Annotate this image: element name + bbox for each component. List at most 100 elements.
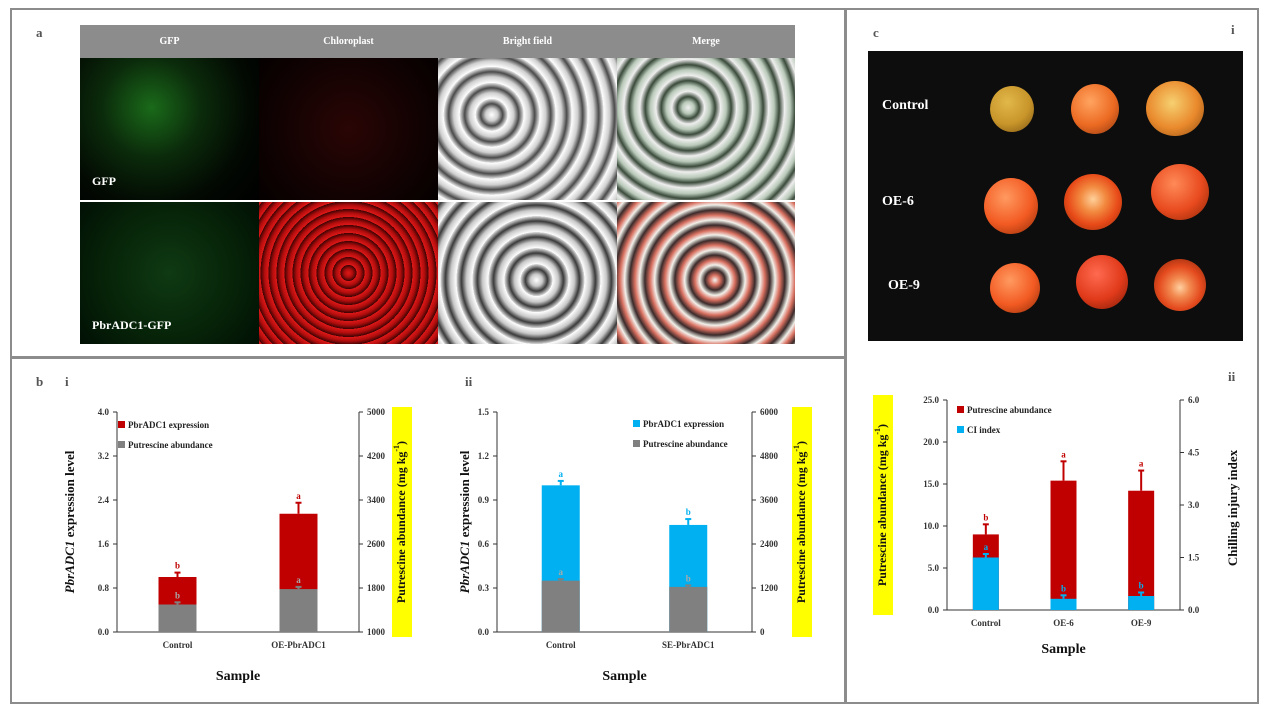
y-tick-label: 0.0 <box>478 627 490 637</box>
y2-tick-label: 1800 <box>367 583 386 593</box>
y2-tick-label: 4.5 <box>1188 448 1200 458</box>
x-tick-label: OE-PbrADC1 <box>271 640 326 650</box>
y2-tick-label: 1200 <box>760 583 779 593</box>
photo-label-oe9: OE-9 <box>888 278 920 293</box>
tomato-oe6-1 <box>984 178 1038 234</box>
y-tick-label: 5.0 <box>928 563 940 573</box>
significance-letter: b <box>1061 583 1066 593</box>
x-axis-title: Sample <box>602 669 646 684</box>
image-chloroplast-pbradc1 <box>259 202 438 344</box>
header-gfp: GFP <box>80 25 259 58</box>
tomato-control-3 <box>1146 81 1204 136</box>
y2-axis-title: Putrescine abundance (mg kg-1) <box>792 441 807 603</box>
bar-putrescine-abundance <box>279 589 318 632</box>
y2-axis-title: Putrescine abundance (mg kg-1) <box>392 441 407 603</box>
chart-sublabel: i <box>65 374 69 389</box>
y-axis-title-highlight <box>873 395 893 615</box>
y2-tick-label: 3600 <box>760 495 779 505</box>
y-tick-label: 0.9 <box>478 495 490 505</box>
x-tick-label: SE-PbrADC1 <box>662 640 715 650</box>
legend-swatch <box>957 426 964 433</box>
y-tick-label: 1.6 <box>98 539 110 549</box>
y2-tick-label: 0 <box>760 627 765 637</box>
y2-tick-label: 5000 <box>367 407 386 417</box>
y-tick-label: 1.5 <box>478 407 490 417</box>
legend-label: CI index <box>967 425 1001 435</box>
fruit-photo: Control OE-6 OE-9 <box>868 51 1243 341</box>
x-tick-label: OE-6 <box>1053 618 1074 628</box>
significance-letter: b <box>686 573 691 583</box>
y-tick-label: 3.2 <box>98 451 110 461</box>
x-tick-label: Control <box>546 640 576 650</box>
panel-b-label: b <box>36 374 44 389</box>
significance-letter: a <box>984 542 989 552</box>
legend-label: Putrescine abundance <box>967 405 1052 415</box>
y-tick-label: 20.0 <box>923 437 939 447</box>
legend-label: PbrADC1 expression <box>643 419 724 429</box>
x-tick-label: Control <box>163 640 193 650</box>
tomato-oe6-2 <box>1064 174 1122 230</box>
x-axis-title: Sample <box>216 669 260 684</box>
significance-letter: a <box>296 491 301 501</box>
legend-label: PbrADC1 expression <box>128 420 209 430</box>
significance-letter: a <box>559 469 564 479</box>
y-tick-label: 1.2 <box>478 451 490 461</box>
legend-label: Putrescine abundance <box>128 440 213 450</box>
y2-tick-label: 4800 <box>760 451 779 461</box>
tomato-control-2 <box>1071 84 1119 134</box>
image-merge-control <box>617 58 795 200</box>
bar-ci-index <box>1050 598 1077 610</box>
y-tick-label: 0.3 <box>478 583 490 593</box>
significance-letter: b <box>1139 581 1144 591</box>
significance-letter: a <box>296 575 301 585</box>
tomato-oe6-3 <box>1151 164 1209 220</box>
tomato-oe9-3 <box>1154 259 1206 311</box>
legend-swatch <box>633 420 640 427</box>
y2-tick-label: 3.0 <box>1188 500 1200 510</box>
y2-axis-title: Chilling injury index <box>1225 449 1240 566</box>
panel-c-label: c <box>873 25 879 40</box>
legend-swatch <box>633 440 640 447</box>
image-gfp-pbradc1 <box>80 202 259 344</box>
legend-swatch <box>118 421 125 428</box>
bar-putrescine-abundance <box>1128 490 1155 610</box>
image-merge-pbradc1 <box>617 202 795 344</box>
significance-letter: b <box>983 512 988 522</box>
y-tick-label: 25.0 <box>923 395 939 405</box>
tomato-control-1 <box>990 86 1034 132</box>
x-tick-label: Control <box>971 618 1001 628</box>
y-axis-title: PbrADC1 expression level <box>457 450 472 593</box>
y2-tick-label: 6.0 <box>1188 395 1200 405</box>
significance-letter: a <box>1139 459 1144 469</box>
y2-tick-label: 1.5 <box>1188 553 1200 563</box>
y2-tick-label: 0.0 <box>1188 605 1200 615</box>
chart-b-i: 0.0 0.8 1.6 2.4 3.2 4.0 1000 1800 2600 3400 4200 50… <box>62 374 412 684</box>
chart-sublabel: ii <box>465 374 473 389</box>
x-tick-label: OE-9 <box>1131 618 1152 628</box>
row-label-gfp: GFP <box>92 174 116 188</box>
y-tick-label: 4.0 <box>98 407 110 417</box>
y2-tick-label: 6000 <box>760 407 779 417</box>
significance-letter: b <box>175 590 180 600</box>
significance-letter: a <box>559 567 564 577</box>
image-brightfield-pbradc1 <box>438 202 617 344</box>
chart-c-ii: 0.0 5.0 10.0 15.0 20.0 25.0 0.0 1.5 3.0 4.5 6.0 b a C… <box>873 395 1240 657</box>
panel-c-sub-ii: ii <box>1228 369 1236 384</box>
y-axis-title-highlight <box>392 407 412 637</box>
significance-letter: b <box>175 561 180 571</box>
y-tick-label: 0.6 <box>478 539 490 549</box>
chart-b-ii: 0.0 0.3 0.6 0.9 1.2 1.5 0 1200 2400 3600 4800 6000 a… <box>457 374 812 684</box>
bar-ci-index <box>1128 596 1155 610</box>
bar-putrescine-abundance <box>158 604 197 632</box>
photo-label-oe6: OE-6 <box>882 194 914 209</box>
panel-a-label: a <box>36 25 43 40</box>
image-chloroplast-control <box>259 58 438 200</box>
y2-tick-label: 2400 <box>760 539 779 549</box>
bar-putrescine-abundance <box>1050 480 1077 610</box>
y-tick-label: 0.0 <box>98 627 110 637</box>
header-bright-field: Bright field <box>438 25 617 58</box>
legend-swatch <box>118 441 125 448</box>
row-label-pbradc1-gfp: PbrADC1-GFP <box>92 318 172 332</box>
y2-tick-label: 2600 <box>367 539 386 549</box>
y2-tick-label: 3400 <box>367 495 386 505</box>
